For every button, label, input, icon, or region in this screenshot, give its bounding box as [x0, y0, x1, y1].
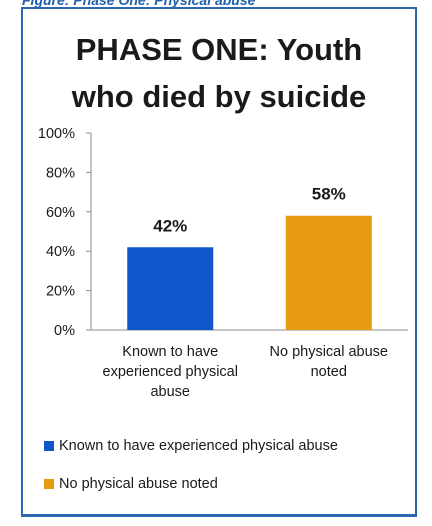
legend-item-physical-abuse: Known to have experienced physical abuse: [44, 433, 414, 459]
figure-caption: Figure: Phase One: Physical abuse: [22, 0, 256, 8]
x-category-label-line: Known to have: [122, 344, 219, 360]
data-labels: 42% 58%: [153, 185, 346, 236]
y-tick-label: 40%: [46, 244, 75, 260]
chart-title-line-2: who died by suicide: [71, 79, 367, 114]
legend-label: Known to have experienced physical abuse: [59, 438, 338, 454]
x-category-label-line: experienced physical: [102, 364, 238, 380]
x-category-label-line: noted: [310, 364, 347, 380]
data-label: 58%: [312, 185, 346, 204]
y-tick-label: 0%: [54, 323, 75, 339]
x-category-label: No physical abuse noted: [254, 342, 404, 382]
bar: [127, 247, 214, 330]
x-category-label: Known to have experienced physical abuse: [95, 342, 245, 402]
legend-label: No physical abuse noted: [59, 476, 218, 492]
x-category-label-line: No physical abuse: [269, 344, 389, 360]
y-tick-label: 20%: [46, 284, 75, 300]
bars: [127, 215, 372, 330]
chart-frame: [21, 7, 417, 517]
y-tick-label: 100%: [38, 126, 75, 142]
x-category-label-line: abuse: [150, 384, 190, 400]
legend-item-no-abuse: No physical abuse noted: [44, 471, 414, 497]
data-label: 42%: [153, 216, 187, 235]
legend-swatch-orange: [44, 479, 54, 489]
bar: [285, 215, 372, 330]
legend-swatch-blue: [44, 441, 54, 451]
y-tick-label: 60%: [46, 205, 75, 221]
chart-title: PHASE ONE: Youth who died by suicide: [21, 26, 417, 120]
y-tick-label: 80%: [46, 165, 75, 181]
legend: Known to have experienced physical abuse…: [44, 433, 414, 509]
chart-title-line-1: PHASE ONE: Youth: [75, 32, 363, 67]
